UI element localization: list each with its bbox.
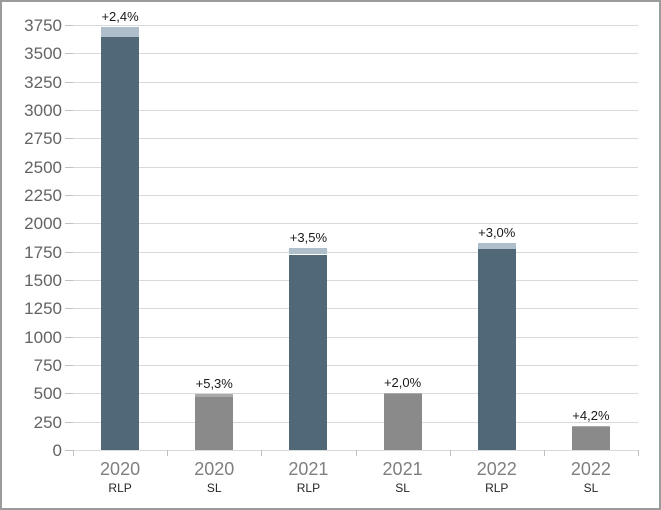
- y-axis-label: 2000: [24, 214, 62, 234]
- gridline: [73, 166, 638, 168]
- gridline: [73, 393, 638, 395]
- bar-segment-previous: [477, 249, 516, 450]
- x-axis-tick: [355, 450, 357, 456]
- growth-percent-label: +3,5%: [289, 229, 328, 245]
- gridline: [73, 308, 638, 310]
- x-axis-group-label: SL: [206, 481, 222, 495]
- growth-percent-label: +4,2%: [572, 407, 610, 423]
- x-axis-tick: [638, 450, 639, 456]
- y-axis-tick: [65, 195, 73, 196]
- bar-segment-previous: [383, 394, 422, 450]
- bar-segment-previous: [289, 254, 328, 450]
- growth-percent-label: +2,0%: [383, 375, 422, 391]
- x-axis-tick: [543, 450, 545, 456]
- gridline: [73, 223, 638, 225]
- y-axis-tick: [65, 450, 73, 451]
- bar-segment-previous: [571, 426, 610, 450]
- y-axis-label: 500: [33, 384, 62, 404]
- y-axis-label: 1000: [24, 327, 62, 347]
- gridline: [73, 251, 638, 253]
- gridline: [73, 81, 638, 83]
- y-axis-label: 3250: [24, 72, 62, 92]
- y-axis-label: 0: [52, 441, 62, 460]
- x-axis-group-label: SL: [583, 481, 599, 495]
- gridline: [73, 138, 638, 140]
- y-axis-tick: [65, 81, 73, 83]
- x-axis-year-label: 2021: [288, 459, 329, 479]
- x-axis-tick: [261, 450, 263, 456]
- gridline: [73, 195, 638, 196]
- x-axis-year-label: 2021: [382, 459, 423, 479]
- gridline: [73, 280, 638, 281]
- y-axis-label: 1250: [24, 299, 62, 319]
- y-axis-tick: [65, 25, 73, 26]
- bar-segment-previous: [195, 397, 234, 450]
- y-axis-tick: [65, 251, 73, 253]
- y-axis-label: 1750: [24, 242, 62, 262]
- y-axis-label: 2750: [24, 129, 62, 149]
- x-axis-tick: [449, 450, 451, 456]
- y-axis-tick: [65, 393, 73, 395]
- y-axis-tick: [65, 365, 73, 366]
- y-axis-label: 3750: [24, 16, 62, 35]
- bar-segment-growth: [195, 394, 234, 398]
- y-axis-tick: [65, 166, 73, 168]
- bar-segment-growth: [289, 247, 328, 255]
- x-axis-group-label: SL: [395, 481, 410, 495]
- x-axis-group-label: RLP: [485, 481, 509, 495]
- bar-segment-previous: [101, 37, 140, 450]
- y-axis-tick: [65, 110, 73, 111]
- gridline: [73, 110, 638, 111]
- x-axis-year-label: 2022: [476, 459, 517, 479]
- gridline: [73, 25, 638, 26]
- y-axis-label: 2250: [24, 186, 62, 205]
- y-axis-tick: [65, 53, 73, 55]
- x-axis-year-label: 2022: [570, 459, 611, 479]
- y-axis-tick: [65, 223, 73, 225]
- growth-percent-label: +3,0%: [478, 225, 516, 241]
- x-axis-tick: [167, 450, 169, 456]
- bar-segment-growth: [101, 27, 140, 38]
- gridline: [73, 336, 638, 338]
- bar-segment-growth: [383, 393, 422, 395]
- y-axis-tick: [65, 421, 73, 423]
- gridline: [73, 421, 638, 423]
- x-axis-tick: [73, 450, 74, 456]
- growth-percent-label: +5,3%: [195, 376, 233, 392]
- y-axis-tick: [65, 280, 73, 281]
- growth-percent-label: +2,4%: [101, 9, 139, 25]
- x-axis-group-label: RLP: [296, 481, 321, 495]
- y-axis-label: 3000: [24, 101, 62, 120]
- y-axis-label: 2500: [24, 157, 62, 177]
- y-axis-tick: [65, 308, 73, 310]
- gridline: [73, 365, 638, 366]
- y-axis-label: 1500: [24, 271, 62, 290]
- x-axis-group-label: RLP: [108, 481, 132, 495]
- y-axis-tick: [65, 138, 73, 140]
- y-axis-label: 250: [33, 412, 62, 432]
- y-axis-tick: [65, 336, 73, 338]
- bar-segment-growth: [477, 243, 516, 250]
- x-axis-year-label: 2020: [194, 459, 235, 479]
- y-axis-label: 750: [33, 356, 62, 375]
- bar-segment-growth: [571, 425, 610, 427]
- gridline: [73, 53, 638, 55]
- y-axis-label: 3500: [24, 44, 62, 64]
- x-axis-year-label: 2020: [100, 459, 141, 479]
